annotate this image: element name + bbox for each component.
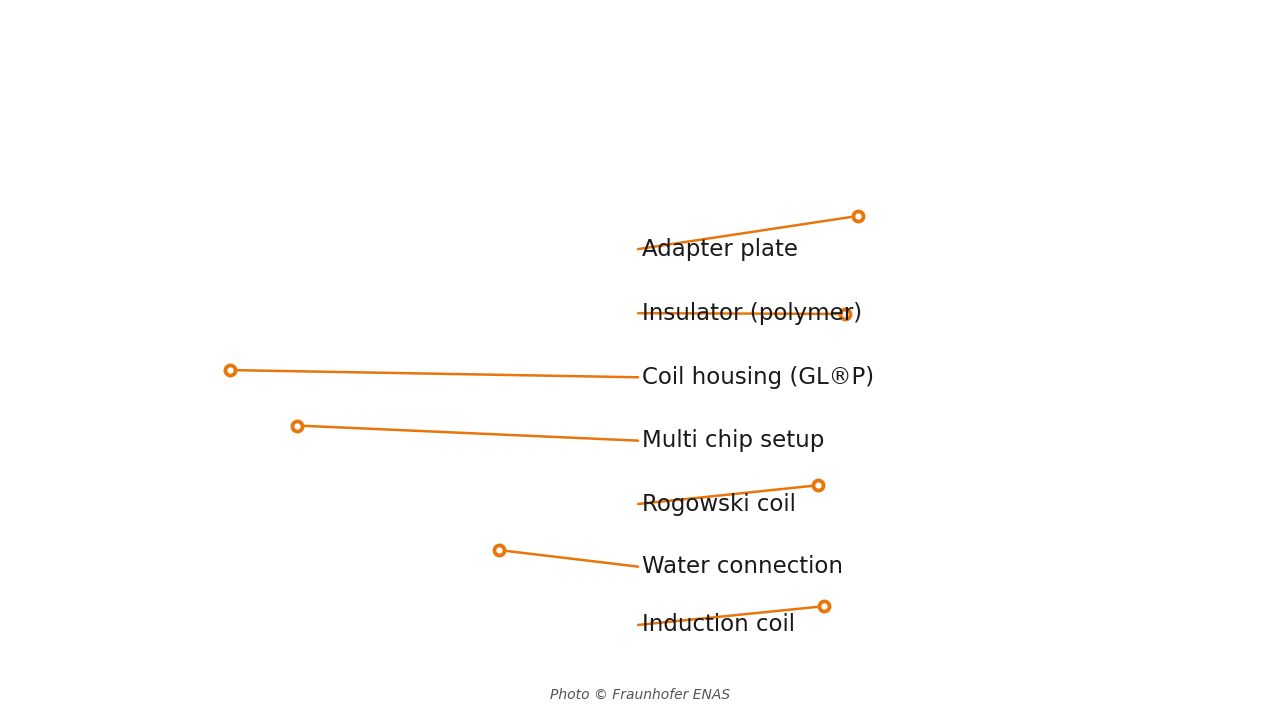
Text: Coil housing (GL®P): Coil housing (GL®P) xyxy=(643,366,874,389)
Text: Rogowski coil: Rogowski coil xyxy=(643,492,796,516)
Text: Induction coil: Induction coil xyxy=(643,613,795,636)
Text: Photo © Fraunhofer ENAS: Photo © Fraunhofer ENAS xyxy=(550,688,730,702)
Text: Multi chip setup: Multi chip setup xyxy=(643,429,824,452)
Text: Insulator (polymer): Insulator (polymer) xyxy=(643,302,863,325)
Text: Adapter plate: Adapter plate xyxy=(643,238,799,261)
Text: Water connection: Water connection xyxy=(643,555,844,578)
